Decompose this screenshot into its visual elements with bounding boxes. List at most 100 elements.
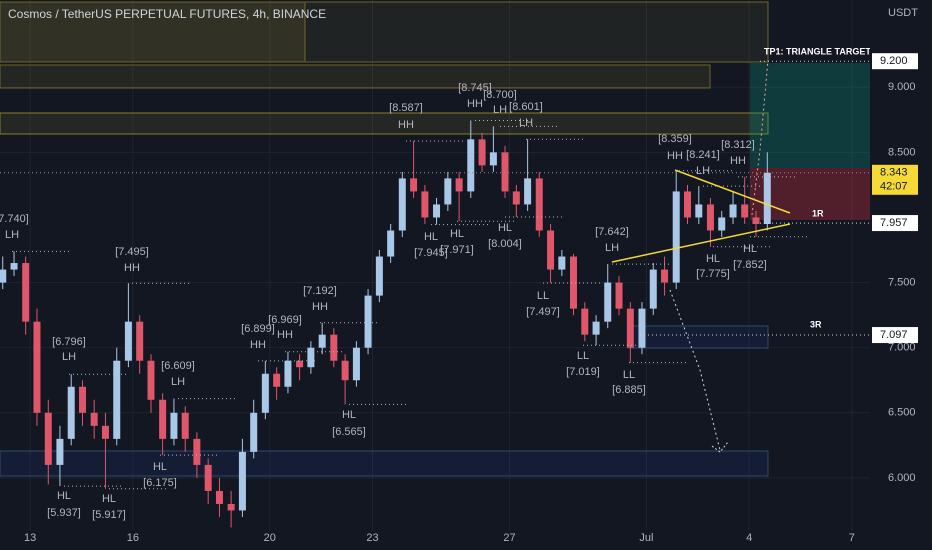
demand-zone: [0, 450, 769, 477]
candle-body: [615, 282, 623, 309]
pivot-label: LH: [5, 229, 19, 241]
candle-body: [638, 308, 646, 348]
pivot-value: [7.495]: [115, 246, 149, 258]
countdown-label: 42:07: [880, 181, 908, 193]
pivot-label: HH: [398, 119, 414, 131]
y-tick-label: 8.500: [888, 146, 916, 158]
pivot-value: [7.775]: [696, 268, 730, 280]
x-tick-label: 4: [746, 532, 752, 544]
note: 3R: [810, 319, 822, 329]
pivot-label: HL: [102, 493, 116, 505]
pivot-label: HH: [124, 262, 140, 274]
pivot-value: [8.241]: [686, 149, 720, 161]
candle-body: [261, 373, 269, 413]
supply-zone: [0, 1, 769, 63]
candle-body: [524, 178, 532, 205]
target-path: [751, 59, 769, 216]
candle-body: [558, 256, 566, 270]
candle-body: [147, 360, 155, 400]
candle-body: [181, 412, 189, 439]
arrow-head: [711, 441, 729, 453]
pivot-label: HL: [57, 490, 71, 502]
candle-body: [467, 139, 475, 192]
candle-body: [56, 438, 64, 465]
pivot-value: [7.497]: [526, 306, 560, 318]
supply-zone: [0, 1, 306, 63]
current-price-label: 8.343: [880, 167, 908, 179]
candle-body: [284, 360, 292, 387]
candle-body: [706, 204, 714, 231]
price-tag: [872, 215, 918, 232]
target-zone: [750, 63, 870, 168]
pivot-value: [7.740]: [0, 213, 29, 225]
candle-body: [489, 152, 497, 166]
candle-body: [10, 263, 18, 270]
pivot-label: HL: [450, 228, 464, 240]
candle-body: [124, 321, 132, 361]
pivot-value: [5.917]: [92, 509, 126, 521]
candle-body: [398, 178, 406, 231]
x-tick-label: 20: [264, 532, 276, 544]
zones: [0, 1, 870, 477]
pivot-label: LH: [696, 165, 710, 177]
candle-body: [763, 172, 771, 224]
pivot-value: [7.945]: [414, 247, 448, 259]
pivot-label: HL: [424, 231, 438, 243]
pivot-label: LH: [62, 351, 76, 363]
candle-body: [296, 360, 304, 368]
pivot-value: [7.852]: [733, 259, 767, 271]
axis-background: [870, 0, 932, 550]
candle-body: [661, 269, 669, 283]
candle-body: [67, 386, 75, 439]
pivot-label: HH: [312, 301, 328, 313]
pivot-value: [6.899]: [241, 323, 275, 335]
pivot-label: HH: [730, 155, 746, 167]
candle-body: [421, 191, 429, 218]
pivot-value: [6.969]: [268, 314, 302, 326]
pivot-value: [8.359]: [658, 133, 692, 145]
pivot-label: LH: [171, 376, 185, 388]
pivot-label: HL: [498, 222, 512, 234]
price-axis: 6.000 6.500 7.000 7.500 8.500 9.000 8.343 42:07…: [870, 0, 932, 550]
candle-body: [387, 230, 395, 257]
candle-body: [250, 412, 258, 452]
pivot-value: [6.565]: [332, 426, 366, 438]
candle-body: [352, 347, 360, 381]
candle-body: [375, 256, 383, 296]
x-tick-label: 16: [127, 532, 139, 544]
candle-body: [170, 412, 178, 439]
pivot-value: [8.004]: [488, 238, 522, 250]
candle-body: [547, 230, 555, 270]
pivot-value: [6.609]: [161, 360, 195, 372]
pivot-value: [7.971]: [440, 244, 474, 256]
candle-body: [478, 139, 486, 166]
x-tick-label: 7: [849, 532, 855, 544]
candle-body: [433, 204, 441, 218]
candle-body: [604, 282, 612, 322]
pivot-label: HL: [153, 461, 167, 473]
candle-body: [535, 178, 543, 231]
pivot-value: [8.700]: [483, 89, 517, 101]
current-price-tag: [872, 164, 918, 195]
y-tick-label: 7.500: [888, 276, 916, 288]
pivot-label: HL: [342, 409, 356, 421]
candle-body: [444, 178, 452, 205]
pivot-label: HL: [706, 253, 720, 265]
candle-body: [159, 399, 167, 439]
candle-body: [626, 308, 634, 348]
supply-zone: [0, 112, 769, 135]
x-tick-label: Jul: [639, 532, 653, 544]
pivot-label: LH: [519, 117, 533, 129]
note: TP1: TRIANGLE TARGET: [764, 46, 871, 56]
candle-body: [22, 263, 30, 322]
candle-body: [307, 347, 315, 368]
candle-body: [113, 360, 121, 439]
pivot-value: [8.312]: [721, 139, 755, 151]
x-tick-label: 13: [24, 532, 36, 544]
pivot-value: [5.937]: [47, 507, 81, 519]
pivot-label: LH: [605, 242, 619, 254]
candle-body: [752, 217, 760, 224]
candle-body: [364, 295, 372, 348]
